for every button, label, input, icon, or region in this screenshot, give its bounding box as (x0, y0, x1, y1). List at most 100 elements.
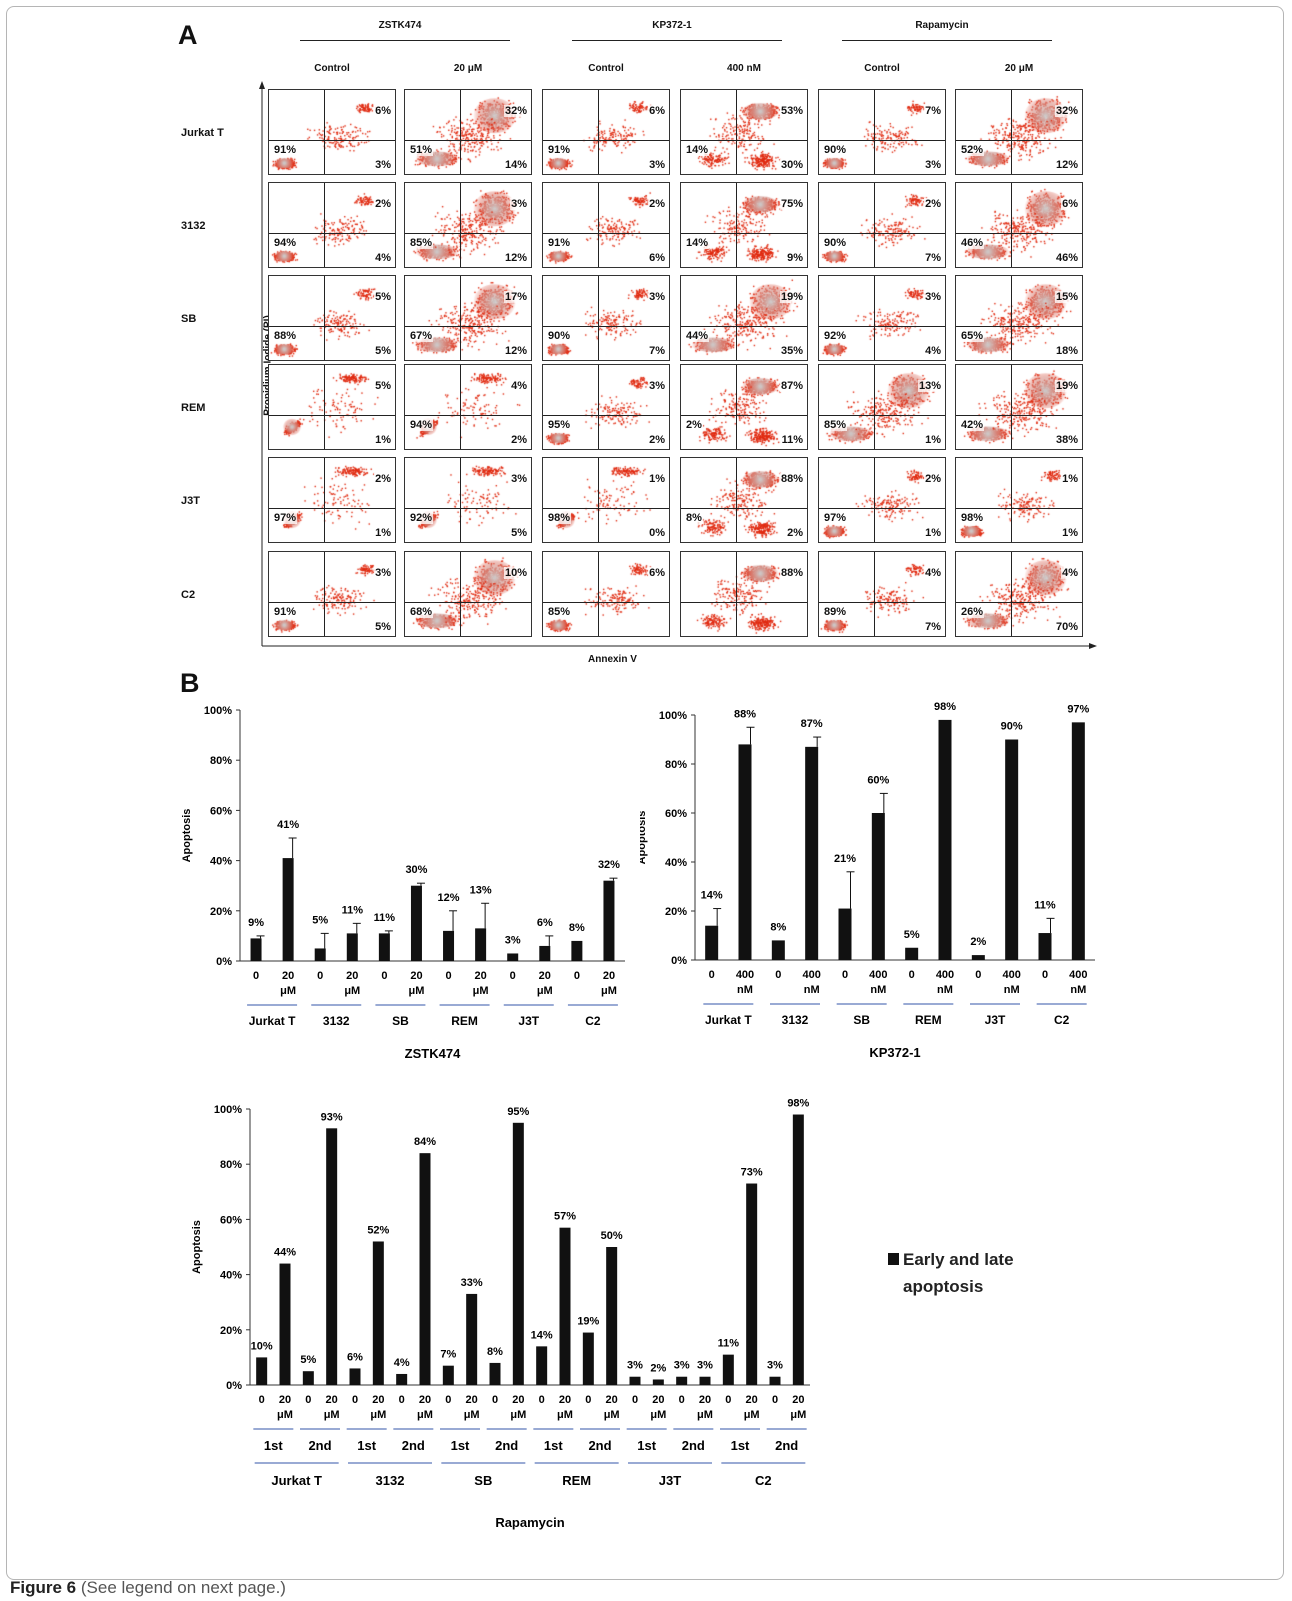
quadrant-percent: 94% (409, 418, 434, 431)
cell-line-label: Jurkat T (249, 1014, 296, 1028)
quadrant-percent: 3% (374, 159, 392, 171)
y-tick-label: 0% (671, 955, 687, 967)
quadrant-line (405, 507, 531, 509)
dose-label: 20 (539, 970, 551, 982)
flow-scatter (681, 458, 807, 542)
quadrant-percent: 1% (924, 527, 942, 539)
data-label: 4% (394, 1357, 410, 1369)
quadrant-percent: 12% (503, 345, 528, 357)
dose-label: 400 (802, 969, 820, 981)
flow-scatter (956, 458, 1082, 542)
data-label: 5% (904, 929, 920, 941)
flow-plot: 52% 32% 12% (955, 89, 1083, 175)
quadrant-line (681, 414, 807, 416)
quadrant-line (543, 139, 669, 141)
quadrant-percent: 52% (960, 143, 985, 156)
cell-line-label: 3132 (323, 1014, 350, 1028)
round-label: 2nd (588, 1438, 611, 1453)
quadrant-percent: 1% (924, 434, 942, 446)
quadrant-line (956, 325, 1082, 327)
data-label: 84% (414, 1136, 436, 1148)
flow-scatter (543, 365, 669, 449)
data-label: 11% (342, 904, 364, 916)
flow-plot: 85% 3% 12% (404, 182, 532, 268)
quadrant-percent: 2% (786, 527, 804, 539)
y-tick-label: 20% (665, 906, 687, 918)
data-label: 8% (487, 1346, 503, 1358)
flow-plot: 88% (680, 551, 808, 637)
quadrant-percent: 12% (1054, 159, 1079, 171)
quadrant-percent: 97% (273, 511, 298, 524)
drug-underline (842, 40, 1052, 41)
data-label: 88% (734, 708, 756, 720)
dose-unit-label: μM (409, 985, 425, 997)
dose-label: 20 (559, 1394, 571, 1406)
quadrant-line (681, 601, 807, 603)
cell-line-label: J3T (518, 1014, 539, 1028)
dose-unit-label: μM (744, 1409, 760, 1421)
quadrant-line (598, 552, 600, 636)
condition-label: 400 nM (727, 63, 761, 74)
drug-name: Rapamycin (915, 20, 969, 31)
quadrant-line (1011, 90, 1013, 174)
quadrant-line (819, 414, 945, 416)
data-label: 52% (367, 1224, 389, 1236)
quadrant-percent: 85% (547, 605, 572, 618)
panel-b-label: B (180, 668, 200, 698)
round-label: 2nd (308, 1438, 331, 1453)
flow-plot: 68% 10% (404, 551, 532, 637)
data-label: 95% (507, 1106, 529, 1118)
dose-label: 400 (936, 969, 954, 981)
dose-unit-label: μM (601, 985, 617, 997)
flow-plot: 98% 1% 1% (955, 457, 1083, 543)
data-label: 21% (834, 853, 856, 865)
quadrant-line (269, 232, 395, 234)
quadrant-percent: 6% (648, 105, 666, 118)
quadrant-line (874, 365, 876, 449)
bar (419, 1153, 431, 1385)
dose-label: 0 (539, 1394, 545, 1406)
dose-label: 0 (574, 970, 580, 982)
flow-scatter (269, 458, 395, 542)
quadrant-line (1011, 458, 1013, 542)
drug-underline (572, 40, 782, 41)
quadrant-percent: 5% (374, 621, 392, 633)
round-label: 1st (357, 1438, 376, 1453)
data-label: 10% (251, 1340, 273, 1352)
data-label: 2% (970, 936, 986, 948)
quadrant-percent: 3% (510, 473, 528, 486)
row-label: Jurkat T (181, 127, 224, 139)
quadrant-line (1011, 365, 1013, 449)
quadrant-percent: 13% (917, 380, 942, 393)
dose-unit-label: μM (370, 1409, 386, 1421)
quadrant-percent: 44% (685, 329, 710, 342)
quadrant-percent: 5% (374, 291, 392, 304)
quadrant-line (874, 276, 876, 360)
quadrant-line (543, 232, 669, 234)
quadrant-percent: 3% (648, 291, 666, 304)
dose-label: 20 (475, 970, 487, 982)
y-tick-label: 20% (220, 1325, 242, 1337)
quadrant-line (956, 414, 1082, 416)
quadrant-line (1011, 552, 1013, 636)
quadrant-line (269, 414, 395, 416)
quadrant-line (598, 183, 600, 267)
data-label: 3% (674, 1360, 690, 1372)
quadrant-percent: 91% (273, 605, 298, 618)
data-label: 30% (405, 864, 427, 876)
bar (512, 1122, 524, 1385)
flow-scatter (269, 183, 395, 267)
bar (256, 1357, 268, 1385)
round-label: 1st (264, 1438, 283, 1453)
quadrant-percent: 6% (648, 567, 666, 580)
data-label: 7% (440, 1349, 456, 1361)
flow-plot: 91% 6% 3% (542, 89, 670, 175)
bar (705, 925, 719, 960)
legend-label: apoptosis (903, 1277, 983, 1296)
flow-scatter (405, 458, 531, 542)
bar (326, 1128, 338, 1385)
y-tick-label: 80% (210, 755, 232, 767)
data-label: 57% (554, 1211, 576, 1223)
bar (507, 953, 519, 961)
bar (539, 945, 551, 961)
